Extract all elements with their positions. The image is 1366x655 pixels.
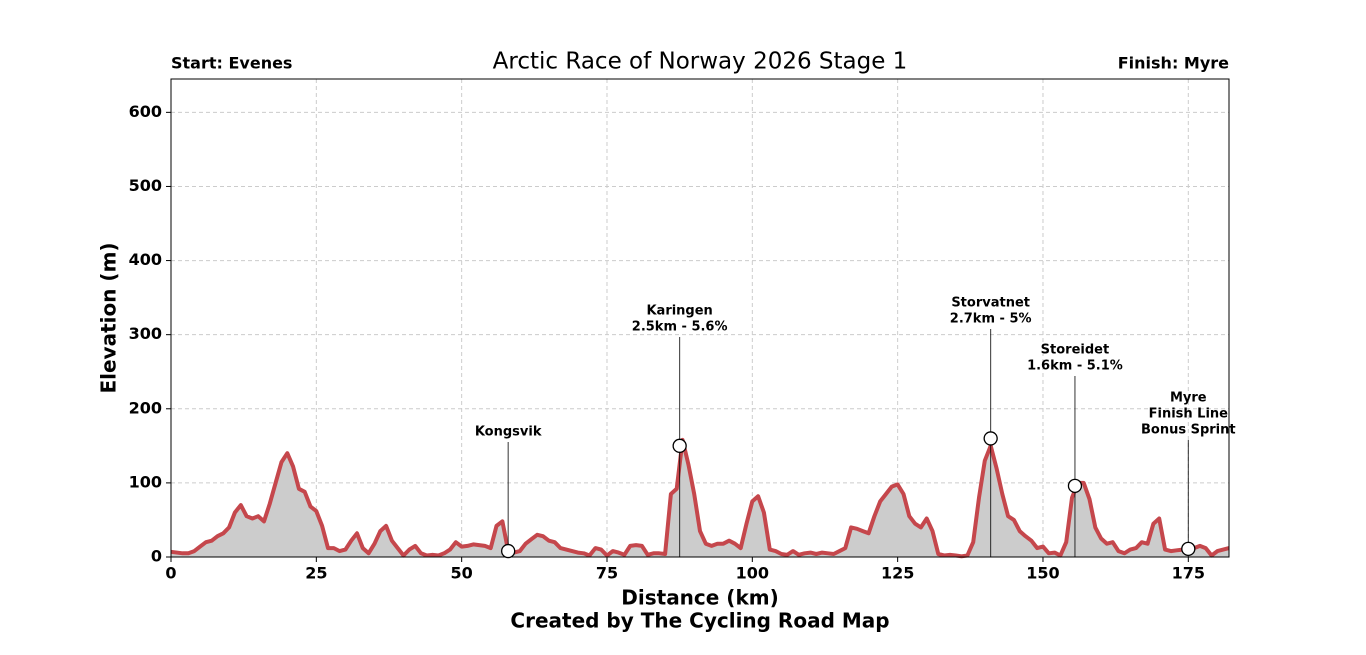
annotation-label: Karingen <box>646 304 712 319</box>
x-tick-label: 25 <box>305 564 327 583</box>
y-tick-label: 600 <box>129 102 162 121</box>
annotation-label: 2.5km - 5.6% <box>632 320 728 335</box>
annotation-marker <box>672 438 687 453</box>
credit: Created by The Cycling Road Map <box>510 609 889 633</box>
x-axis-label: Distance (km) <box>621 586 778 610</box>
annotation-label: Bonus Sprint <box>1141 423 1236 438</box>
annotation-marker <box>1067 478 1083 494</box>
y-tick-label: 200 <box>129 398 162 417</box>
y-axis-label: Elevation (m) <box>97 242 121 393</box>
x-tick-label: 50 <box>451 564 473 583</box>
plot-frame <box>170 78 1230 558</box>
elevation-line <box>170 437 1230 559</box>
y-tick-label: 0 <box>151 547 162 566</box>
x-tick-label: 150 <box>1026 564 1059 583</box>
annotation-marker <box>1181 541 1196 556</box>
chart-title: Arctic Race of Norway 2026 Stage 1 <box>493 49 908 75</box>
annotation-label: Myre <box>1170 391 1207 406</box>
annotation-label: 2.7km - 5% <box>950 312 1032 327</box>
x-tick-label: 100 <box>736 564 769 583</box>
start-label: Start: Evenes <box>171 54 292 73</box>
annotation-marker <box>983 431 998 446</box>
annotation-label: Storeidet <box>1041 343 1110 358</box>
y-tick-label: 100 <box>129 472 162 491</box>
x-tick-label: 0 <box>165 564 176 583</box>
y-tick-label: 400 <box>129 250 162 269</box>
annotation-marker <box>501 543 516 559</box>
finish-label: Finish: Myre <box>1118 54 1229 73</box>
x-tick-label: 175 <box>1172 564 1205 583</box>
x-tick-label: 125 <box>881 564 914 583</box>
y-tick-label: 500 <box>129 176 162 195</box>
x-tick-label: 75 <box>596 564 618 583</box>
y-tick-label: 300 <box>129 324 162 343</box>
annotation-label: 1.6km - 5.1% <box>1027 359 1123 374</box>
annotation-label: Kongsvik <box>475 425 542 440</box>
annotation-label: Finish Line <box>1149 407 1229 422</box>
annotation-label: Storvatnet <box>951 296 1030 311</box>
